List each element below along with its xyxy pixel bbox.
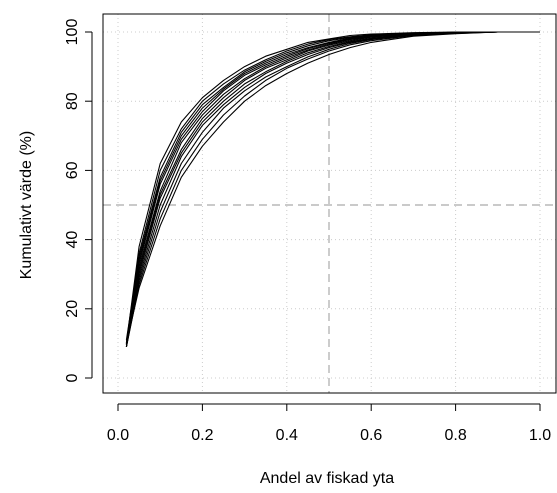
y-tick-label: 0 [64, 373, 81, 382]
series-line-3 [125, 31, 540, 340]
series-line-7 [125, 31, 540, 347]
x-tick-label: 0.4 [276, 427, 298, 444]
series-line-8 [125, 31, 540, 347]
series-line-10 [125, 31, 540, 348]
series-line-9 [125, 31, 540, 346]
grid-lines [103, 14, 557, 393]
x-tick-label: 0.2 [191, 427, 213, 444]
series-line-11 [125, 31, 540, 348]
x-axis-title: Andel av fiskad yta [260, 470, 394, 487]
series-lines [125, 31, 540, 348]
y-tick-label: 20 [64, 300, 81, 318]
series-line-12 [125, 31, 540, 344]
y-axis: 0 20 40 60 80 100 [64, 19, 93, 382]
y-tick-label: 60 [64, 161, 81, 179]
x-tick-label: 0.8 [444, 427, 466, 444]
plot-frame [102, 13, 557, 394]
x-tick-label: 0.0 [107, 427, 129, 444]
y-tick-label: 40 [64, 231, 81, 249]
series-line-6 [125, 31, 540, 344]
reference-lines [103, 14, 557, 393]
series-line-2 [125, 31, 540, 344]
series-line-1 [125, 31, 540, 344]
series-line-5 [125, 31, 540, 346]
x-axis: 0.0 0.2 0.4 0.6 0.8 1.0 [107, 403, 551, 444]
y-tick-label: 80 [64, 92, 81, 110]
y-axis-title: Kumulativt värde (%) [18, 131, 35, 280]
x-tick-label: 0.6 [360, 427, 382, 444]
x-tick-label: 1.0 [529, 427, 551, 444]
series-line-4 [125, 31, 540, 344]
y-tick-label: 100 [64, 19, 81, 46]
